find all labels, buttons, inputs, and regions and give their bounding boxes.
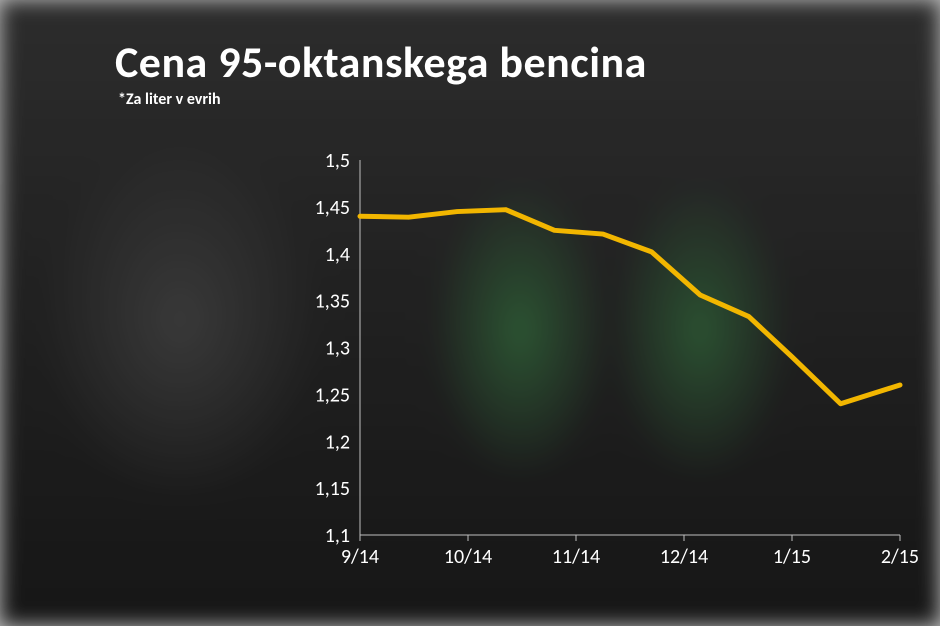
y-tick-label: 1,25 xyxy=(315,383,350,407)
y-tick-label: 1,35 xyxy=(315,290,350,314)
y-tick-label: 1,45 xyxy=(315,196,350,220)
x-tick: 10/14 xyxy=(444,545,492,569)
y-tick: 1,3 xyxy=(325,337,350,361)
y-tick-label: 1,4 xyxy=(325,243,350,267)
chart-svg: 1,51,451,41,351,31,251,21,151,19/1410/14… xyxy=(300,150,910,580)
y-tick: 1,4 xyxy=(325,243,350,267)
x-tick-label: 11/14 xyxy=(552,545,600,569)
x-tick-label: 2/15 xyxy=(881,545,919,569)
x-tick-label: 1/15 xyxy=(773,545,811,569)
x-tick-label: 9/14 xyxy=(341,545,379,569)
x-tick-label: 12/14 xyxy=(660,545,708,569)
x-tick-label: 10/14 xyxy=(444,545,492,569)
y-tick: 1,2 xyxy=(325,430,350,454)
y-tick: 1,45 xyxy=(315,196,350,220)
x-tick: 12/14 xyxy=(660,545,708,569)
price-series-line xyxy=(360,210,900,404)
y-tick: 1,5 xyxy=(325,149,350,173)
y-tick-label: 1,3 xyxy=(325,337,350,361)
chart-title: Cena 95-oktanskega bencina xyxy=(115,35,647,89)
y-tick-label: 1,5 xyxy=(325,149,350,173)
y-tick-label: 1,2 xyxy=(325,430,350,454)
y-tick-label: 1,15 xyxy=(315,477,350,501)
chart-subtitle: *Za liter v evrih xyxy=(118,90,221,109)
y-tick: 1,25 xyxy=(315,383,350,407)
x-tick: 11/14 xyxy=(552,545,600,569)
x-tick: 1/15 xyxy=(773,545,811,569)
y-tick: 1,15 xyxy=(315,477,350,501)
x-tick: 2/15 xyxy=(881,545,919,569)
y-tick: 1,35 xyxy=(315,290,350,314)
x-tick: 9/14 xyxy=(341,545,379,569)
line-chart: 1,51,451,41,351,31,251,21,151,19/1410/14… xyxy=(300,150,910,580)
